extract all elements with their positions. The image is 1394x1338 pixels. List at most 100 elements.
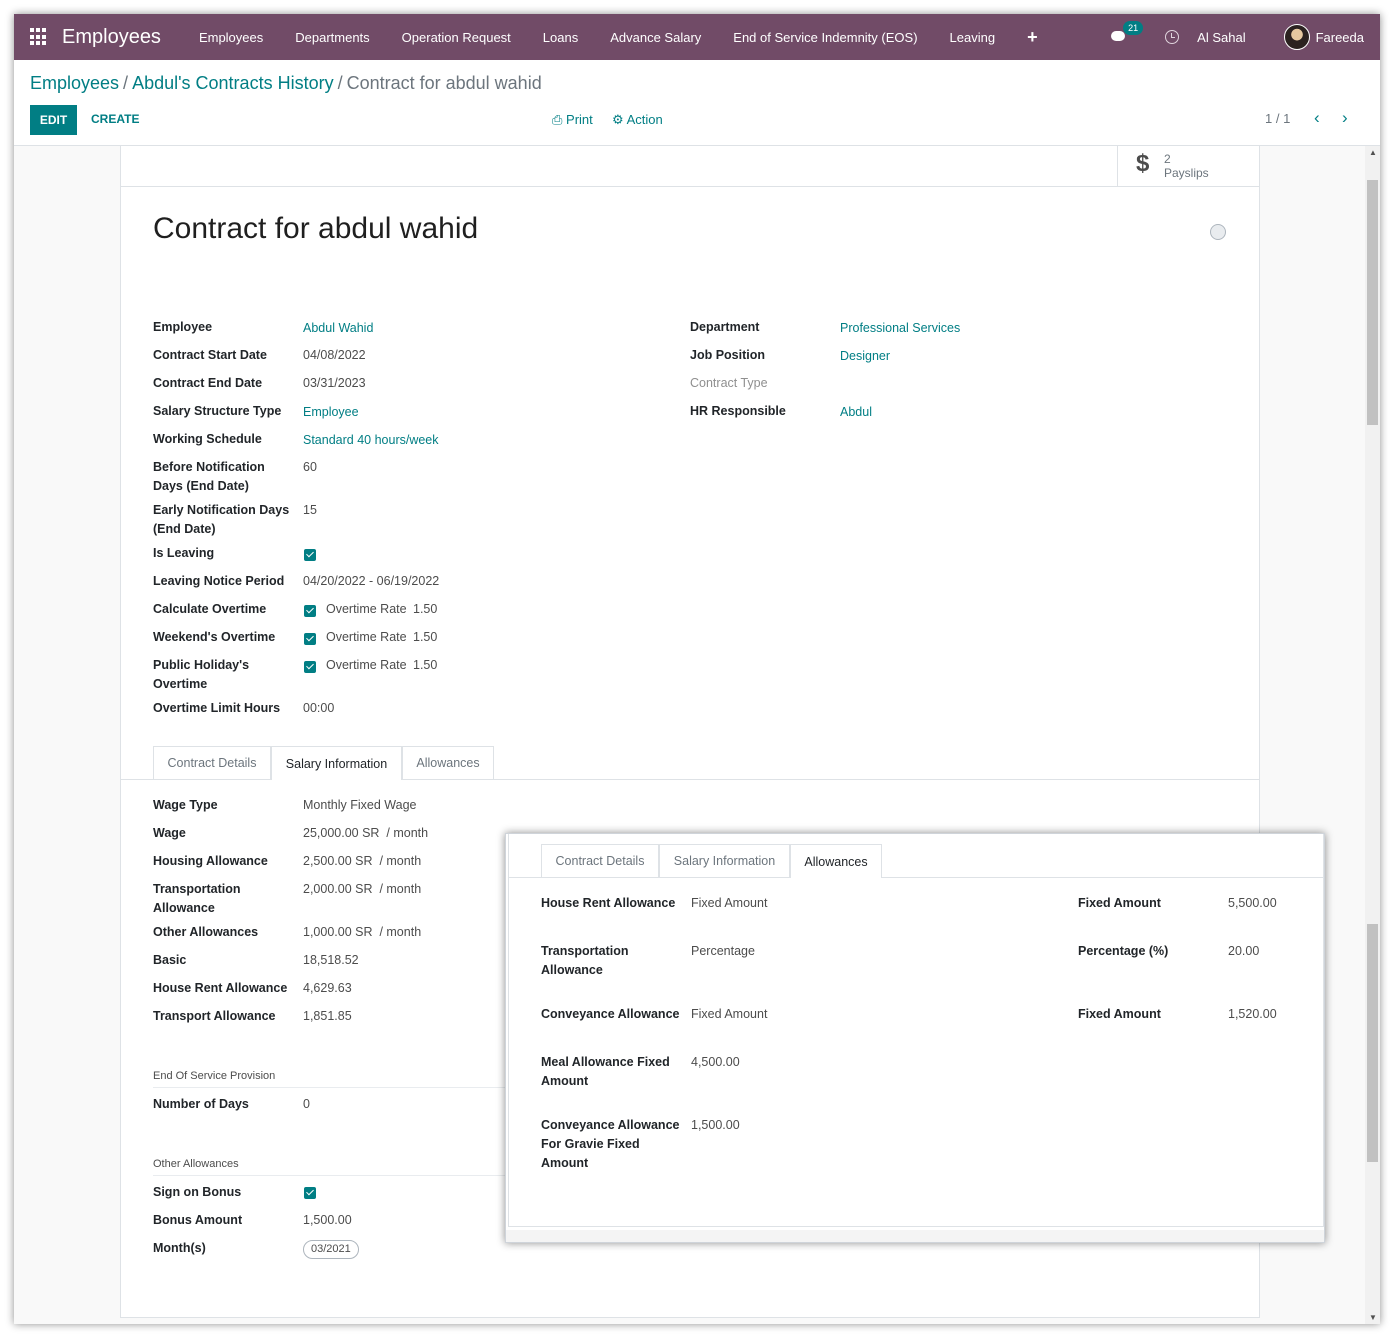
conveyance-allowance-type[interactable]: Fixed Amount <box>691 1007 768 1021</box>
house-rent-field: 4,629.63 <box>303 981 352 995</box>
menu-leaving[interactable]: Leaving <box>949 29 996 45</box>
start-date-field[interactable]: 04/08/2022 <box>303 348 366 362</box>
breadcrumb: Employees / Abdul's Contracts History / Cont… <box>30 73 542 93</box>
weekend-overtime-checkbox[interactable] <box>304 633 316 645</box>
calc-overtime-checkbox[interactable] <box>304 605 316 617</box>
wage-type-field[interactable]: Monthly Fixed Wage <box>303 798 417 812</box>
job-position-field[interactable]: Designer <box>840 349 891 363</box>
months-label: Month(s) <box>153 1241 206 1255</box>
plus-icon[interactable]: + <box>1027 26 1038 47</box>
transportation-allowance-label: Transportation Allowance <box>153 882 241 915</box>
tab-salary-information[interactable]: Salary Information <box>271 746 402 780</box>
sign-on-bonus-checkbox[interactable] <box>304 1187 316 1199</box>
department-label: Department <box>690 320 760 334</box>
conveyance-fixed-field[interactable]: 1,520.00 <box>1228 1007 1277 1021</box>
hr-responsible-label: HR Responsible <box>690 404 786 418</box>
activity-clock-icon[interactable] <box>1165 30 1180 44</box>
payslips-button[interactable]: $ 2 Payslips <box>1117 146 1259 187</box>
company-switcher[interactable]: Al Sahal <box>1197 29 1246 45</box>
house-rent-fixed-field[interactable]: 5,500.00 <box>1228 896 1277 910</box>
start-date-label: Contract Start Date <box>153 348 267 362</box>
app-name[interactable]: Employees <box>62 25 161 48</box>
overlay-tab-contract-details[interactable]: Contract Details <box>541 844 659 877</box>
conveyance-fixed-label: Fixed Amount <box>1078 1007 1161 1021</box>
conveyance-gravie-label: Conveyance Allowance For Gravie Fixed Am… <box>541 1118 680 1170</box>
holiday-overtime-label: Public Holiday's Overtime <box>153 658 250 691</box>
overtime-limit-field[interactable]: 00:00 <box>303 701 335 715</box>
holiday-overtime-rate-field[interactable]: 1.50 <box>413 658 438 672</box>
scrollbar[interactable]: ▲ ▼ <box>1365 146 1380 1324</box>
salary-structure-field[interactable]: Employee <box>303 405 359 419</box>
scroll-thumb-secondary[interactable] <box>1367 924 1378 1162</box>
department-field[interactable]: Professional Services <box>840 321 961 335</box>
menu-departments[interactable]: Departments <box>295 29 370 45</box>
overtime-limit-label: Overtime Limit Hours <box>153 701 281 715</box>
dollar-icon: $ <box>1136 150 1150 177</box>
bonus-amount-field[interactable]: 1,500.00 <box>303 1213 352 1227</box>
chevron-right-icon[interactable]: › <box>1342 108 1348 127</box>
transportation-percentage-field[interactable]: 20.00 <box>1228 944 1260 958</box>
scroll-up-arrow-icon[interactable]: ▲ <box>1369 148 1377 157</box>
salary-structure-label: Salary Structure Type <box>153 404 282 418</box>
house-rent-allowance-type[interactable]: Fixed Amount <box>691 896 768 910</box>
scroll-down-arrow-icon[interactable]: ▼ <box>1369 1313 1377 1322</box>
hr-responsible-field[interactable]: Abdul <box>840 405 872 419</box>
transportation-allowance-field[interactable]: 2,000.00 SR / month <box>303 882 422 896</box>
calc-overtime-rate-field[interactable]: 1.50 <box>413 602 438 616</box>
menu-operation-request[interactable]: Operation Request <box>401 29 511 45</box>
menu-employees[interactable]: Employees <box>198 29 264 45</box>
overlay-tab-allowances[interactable]: Allowances <box>790 844 882 878</box>
control-panel: Employees / Abdul's Contracts History / Cont… <box>14 60 1380 146</box>
chat-icon[interactable]: 21 <box>1111 21 1144 44</box>
notebook-tabs: Contract Details Salary Information Allo… <box>121 746 1259 780</box>
employee-field[interactable]: Abdul Wahid <box>303 321 374 335</box>
holiday-overtime-checkbox[interactable] <box>304 661 316 673</box>
status-indicator-icon[interactable] <box>1210 224 1226 240</box>
is-leaving-checkbox[interactable] <box>304 549 316 561</box>
calc-overtime-rate-label: Overtime Rate <box>326 602 407 616</box>
meal-allowance-field[interactable]: 4,500.00 <box>691 1055 740 1069</box>
breadcrumb-employees[interactable]: Employees <box>30 73 120 93</box>
other-allowances-field[interactable]: 1,000.00 SR / month <box>303 925 422 939</box>
breadcrumb-current: Contract for abdul wahid <box>346 73 542 93</box>
wage-field[interactable]: 25,000.00 SR / month <box>303 826 429 840</box>
chevron-left-icon[interactable]: ‹ <box>1314 108 1320 127</box>
tab-contract-details[interactable]: Contract Details <box>153 746 271 779</box>
transportation-allowance-type[interactable]: Percentage <box>691 944 755 958</box>
month-tag[interactable]: 03/2021 <box>303 1240 359 1259</box>
housing-allowance-field[interactable]: 2,500.00 SR / month <box>303 854 422 868</box>
leaving-notice-field[interactable]: 04/20/2022 - 06/19/2022 <box>303 574 440 588</box>
breadcrumb-contracts-history[interactable]: Abdul's Contracts History <box>132 73 334 93</box>
leaving-notice-label: Leaving Notice Period <box>153 574 285 588</box>
meal-allowance-label: Meal Allowance Fixed Amount <box>541 1055 670 1088</box>
create-button[interactable]: CREATE <box>91 112 140 126</box>
conveyance-allowance-label: Conveyance Allowance <box>541 1007 680 1021</box>
number-of-days-field[interactable]: 0 <box>303 1097 310 1111</box>
menu-advance-salary[interactable]: Advance Salary <box>610 29 702 45</box>
tab-allowances[interactable]: Allowances <box>402 746 494 779</box>
overlay-tab-salary-information[interactable]: Salary Information <box>659 844 790 877</box>
housing-allowance-label: Housing Allowance <box>153 854 268 868</box>
user-avatar[interactable] <box>1283 24 1310 50</box>
pager-value[interactable]: 1 / 1 <box>1265 111 1291 126</box>
eos-section-title: End Of Service Provision <box>153 1070 276 1082</box>
edit-button[interactable]: EDIT <box>30 105 77 135</box>
action-button[interactable]: ⚙ Action <box>612 112 663 127</box>
working-schedule-field[interactable]: Standard 40 hours/week <box>303 433 439 447</box>
before-notification-field[interactable]: 60 <box>303 460 317 474</box>
payslips-count: 2 <box>1164 152 1171 166</box>
menu-loans[interactable]: Loans <box>542 29 579 45</box>
apps-menu-icon[interactable] <box>30 28 48 46</box>
is-leaving-label: Is Leaving <box>153 546 215 560</box>
early-notification-field[interactable]: 15 <box>303 503 317 517</box>
conveyance-gravie-field[interactable]: 1,500.00 <box>691 1118 740 1132</box>
weekend-overtime-rate-field[interactable]: 1.50 <box>413 630 438 644</box>
scroll-thumb[interactable] <box>1367 180 1378 425</box>
print-icon: ⎙ <box>552 112 563 127</box>
user-menu[interactable]: Fareeda <box>1315 29 1364 45</box>
print-button[interactable]: ⎙ Print <box>552 112 593 127</box>
house-rent-allowance-label: House Rent Allowance <box>541 896 676 910</box>
end-date-field[interactable]: 03/31/2023 <box>303 376 366 390</box>
menu-eos[interactable]: End of Service Indemnity (EOS) <box>733 29 918 45</box>
allowances-tab-overlay: Contract Details Salary Information Allo… <box>505 833 1325 1243</box>
